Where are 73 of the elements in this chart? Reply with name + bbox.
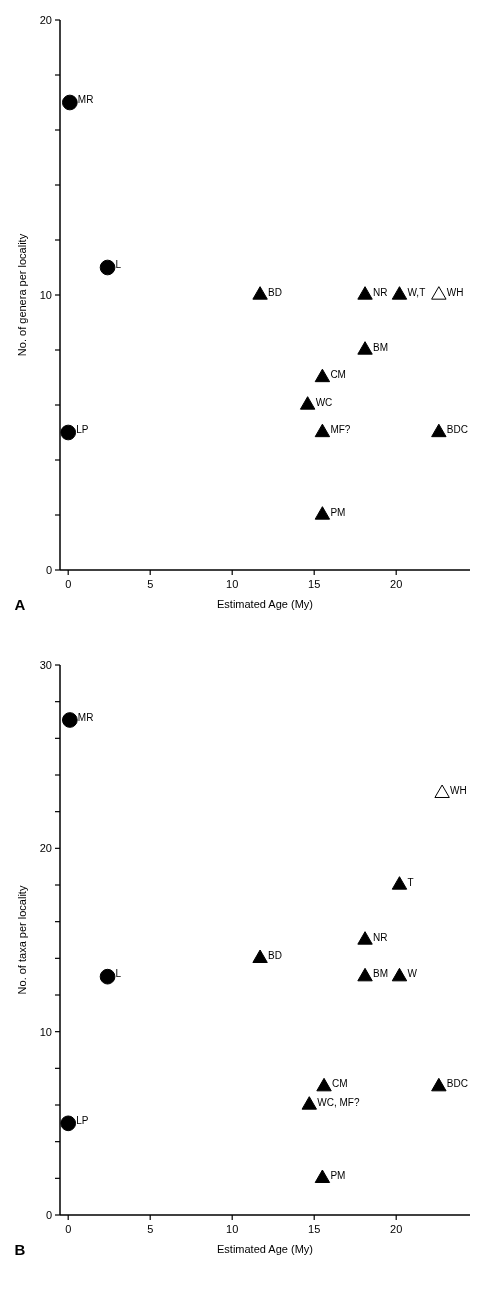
annotation: PM (330, 506, 346, 518)
annotation: BM (373, 968, 389, 980)
y-tick-label: 10 (39, 289, 52, 301)
point (357, 967, 373, 982)
point (357, 341, 373, 355)
point (252, 949, 268, 963)
x-tick-label: 20 (390, 578, 403, 590)
x-tick-label: 5 (147, 1223, 154, 1235)
point (431, 1077, 447, 1092)
point (299, 396, 316, 410)
annotation: BD (268, 286, 282, 298)
point (431, 423, 447, 438)
point (434, 784, 450, 798)
point (314, 506, 331, 520)
y-tick-label: 20 (39, 14, 52, 26)
annotation: BM (373, 341, 389, 353)
annotation: WC, MF? (317, 1096, 360, 1108)
annotation: NR (373, 286, 388, 298)
point (301, 1096, 317, 1110)
y-tick-label: 20 (39, 842, 52, 855)
annotation: L (115, 259, 122, 270)
point (99, 968, 116, 985)
annotation: W,T (407, 286, 426, 298)
x-tick-label: 15 (308, 1223, 321, 1235)
annotation: PM (330, 1169, 346, 1181)
point (316, 1077, 332, 1092)
text: A (14, 596, 26, 613)
x-axis-title: Estimated Age (My) (217, 1243, 313, 1255)
point (357, 286, 373, 300)
y-tick-label: 10 (39, 1025, 52, 1038)
annotation: CM (330, 369, 346, 380)
point (357, 931, 373, 945)
x-axis-title: Estimated Age (My) (217, 598, 313, 610)
annotation: LP (76, 424, 89, 435)
annotation: WH (450, 784, 467, 796)
annotation: T (407, 876, 414, 888)
annotation: BDC (446, 1078, 468, 1090)
point (391, 286, 408, 300)
point (99, 259, 116, 276)
point (391, 967, 408, 982)
y-tick-label: 0 (45, 1209, 52, 1221)
annotation: BDC (446, 424, 468, 435)
annotation: W (407, 968, 418, 980)
text: B (14, 1241, 26, 1258)
annotation: MR (77, 94, 94, 105)
annotation: L (115, 968, 122, 980)
point (314, 423, 331, 438)
x-tick-label: 20 (390, 1223, 403, 1235)
y-axis-title: No. of taxa per locality (16, 885, 28, 995)
annotation: LP (76, 1114, 89, 1126)
x-tick-label: 5 (147, 578, 154, 590)
y-tick-label: 0 (45, 564, 52, 576)
annotation: NR (373, 931, 388, 943)
x-tick-label: 0 (65, 1223, 72, 1235)
x-tick-label: 0 (65, 578, 72, 590)
annotation: MR (77, 711, 94, 723)
point (431, 286, 447, 300)
point (61, 94, 78, 111)
point (314, 368, 331, 383)
annotation: WH (446, 286, 464, 298)
point (314, 1169, 331, 1183)
x-tick-label: 10 (226, 1223, 239, 1235)
x-tick-label: 15 (308, 578, 321, 590)
x-tick-label: 10 (226, 578, 239, 590)
annotation: WC (315, 396, 333, 408)
annotation: MF? (330, 424, 351, 435)
annotation: BD (268, 949, 282, 961)
point (61, 712, 78, 728)
y-tick-label: 30 (39, 659, 52, 671)
point (252, 286, 268, 300)
y-axis-title: No. of genera per locality (16, 233, 28, 357)
point (391, 876, 408, 890)
annotation: CM (332, 1078, 348, 1090)
